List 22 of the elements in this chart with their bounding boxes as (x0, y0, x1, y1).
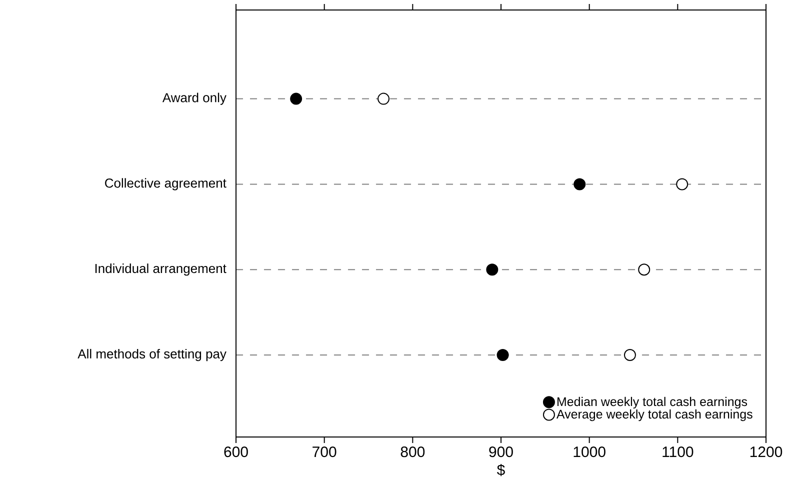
point (624, 349, 636, 362)
y-tick-label: Award only (162, 92, 226, 105)
y-tick-label: All methods of setting pay (78, 348, 226, 362)
x-tick-label: 600 (224, 446, 248, 458)
x-axis-title: $ (496, 464, 505, 476)
point (676, 178, 688, 190)
legend-label: Median weekly total cash earnings (557, 396, 748, 409)
x-tick-label: 800 (400, 446, 425, 458)
x-tick-label: 900 (489, 446, 513, 458)
y-tick-label: Collective agreement (105, 178, 226, 190)
legend-label: Average weekly total cash earnings (556, 409, 752, 422)
point (290, 92, 302, 105)
point (574, 178, 586, 190)
x-tick-label: 700 (312, 446, 336, 458)
x-tick-label: 1200 (750, 446, 782, 458)
point (496, 349, 509, 362)
point (638, 264, 650, 276)
x-tick-label: 1000 (574, 446, 606, 458)
x-tick-label: 1100 (662, 446, 694, 458)
y-tick-label: Individual arrangement (95, 264, 226, 276)
point (378, 92, 390, 105)
point (486, 264, 498, 276)
